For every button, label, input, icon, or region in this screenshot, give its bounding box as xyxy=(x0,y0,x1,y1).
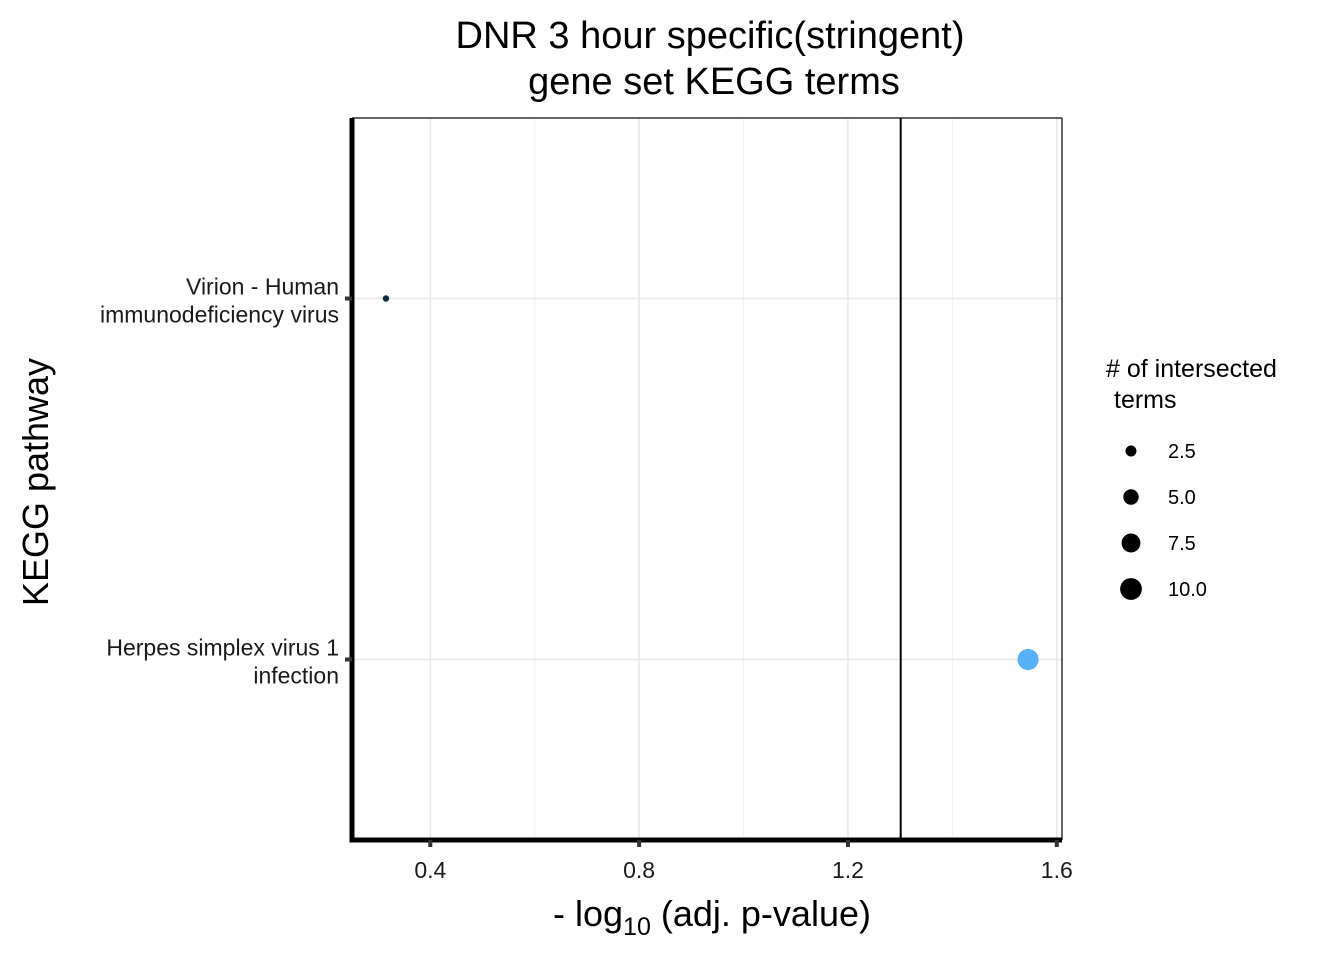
size-legend: # of intersected terms 2.5 5.0 7.5 10.0 xyxy=(1106,355,1277,601)
data-points xyxy=(382,295,1039,671)
y-tick-label-line: Virion - Human xyxy=(186,274,339,300)
legend-label: 2.5 xyxy=(1168,441,1196,463)
data-point xyxy=(1017,648,1039,671)
grid xyxy=(352,118,1062,840)
x-axis-title-subscript: 10 xyxy=(623,913,651,941)
legend-key-circle xyxy=(1121,533,1141,553)
y-tick-label-line: immunodeficiency virus xyxy=(100,302,339,328)
x-axis-title-prefix: - log xyxy=(553,893,623,934)
legend-label: 7.5 xyxy=(1168,533,1196,555)
axes xyxy=(345,117,1063,847)
x-tick-label: 0.4 xyxy=(414,857,446,883)
x-axis-title: - log10 (adj. p-value) xyxy=(553,893,871,941)
x-tick-label: 0.8 xyxy=(623,857,655,883)
legend-label: 5.0 xyxy=(1168,487,1196,509)
y-tick-label: Herpes simplex virus 1 infection xyxy=(106,635,339,689)
y-tick-labels: Virion - Human immunodeficiency virus Herp… xyxy=(100,274,339,689)
y-tick-label-line: Herpes simplex virus 1 xyxy=(106,635,339,661)
x-axis-title-gap xyxy=(651,893,661,934)
legend-label: 10.0 xyxy=(1168,579,1207,601)
legend-key-circle xyxy=(1125,445,1137,457)
x-axis-title-suffix: (adj. p-value) xyxy=(661,893,871,934)
chart-title: DNR 3 hour specific(stringent) gene set … xyxy=(456,15,965,103)
y-axis-title: KEGG pathway xyxy=(15,358,56,606)
y-tick-label: Virion - Human immunodeficiency virus xyxy=(100,274,339,328)
legend-key-circle xyxy=(1120,578,1142,600)
x-tick-label: 1.6 xyxy=(1041,857,1073,883)
x-tick-labels: 0.4 0.8 1.2 1.6 xyxy=(414,857,1072,883)
legend-key-circle xyxy=(1123,489,1139,505)
title-line-2: gene set KEGG terms xyxy=(528,61,900,103)
legend-title-line-1: # of intersected xyxy=(1106,355,1277,383)
title-line-1: DNR 3 hour specific(stringent) xyxy=(456,15,965,57)
data-point xyxy=(382,295,390,302)
y-tick-label-line: infection xyxy=(253,663,339,689)
x-tick-label: 1.2 xyxy=(832,857,864,883)
legend-title-line-2: terms xyxy=(1114,386,1177,414)
